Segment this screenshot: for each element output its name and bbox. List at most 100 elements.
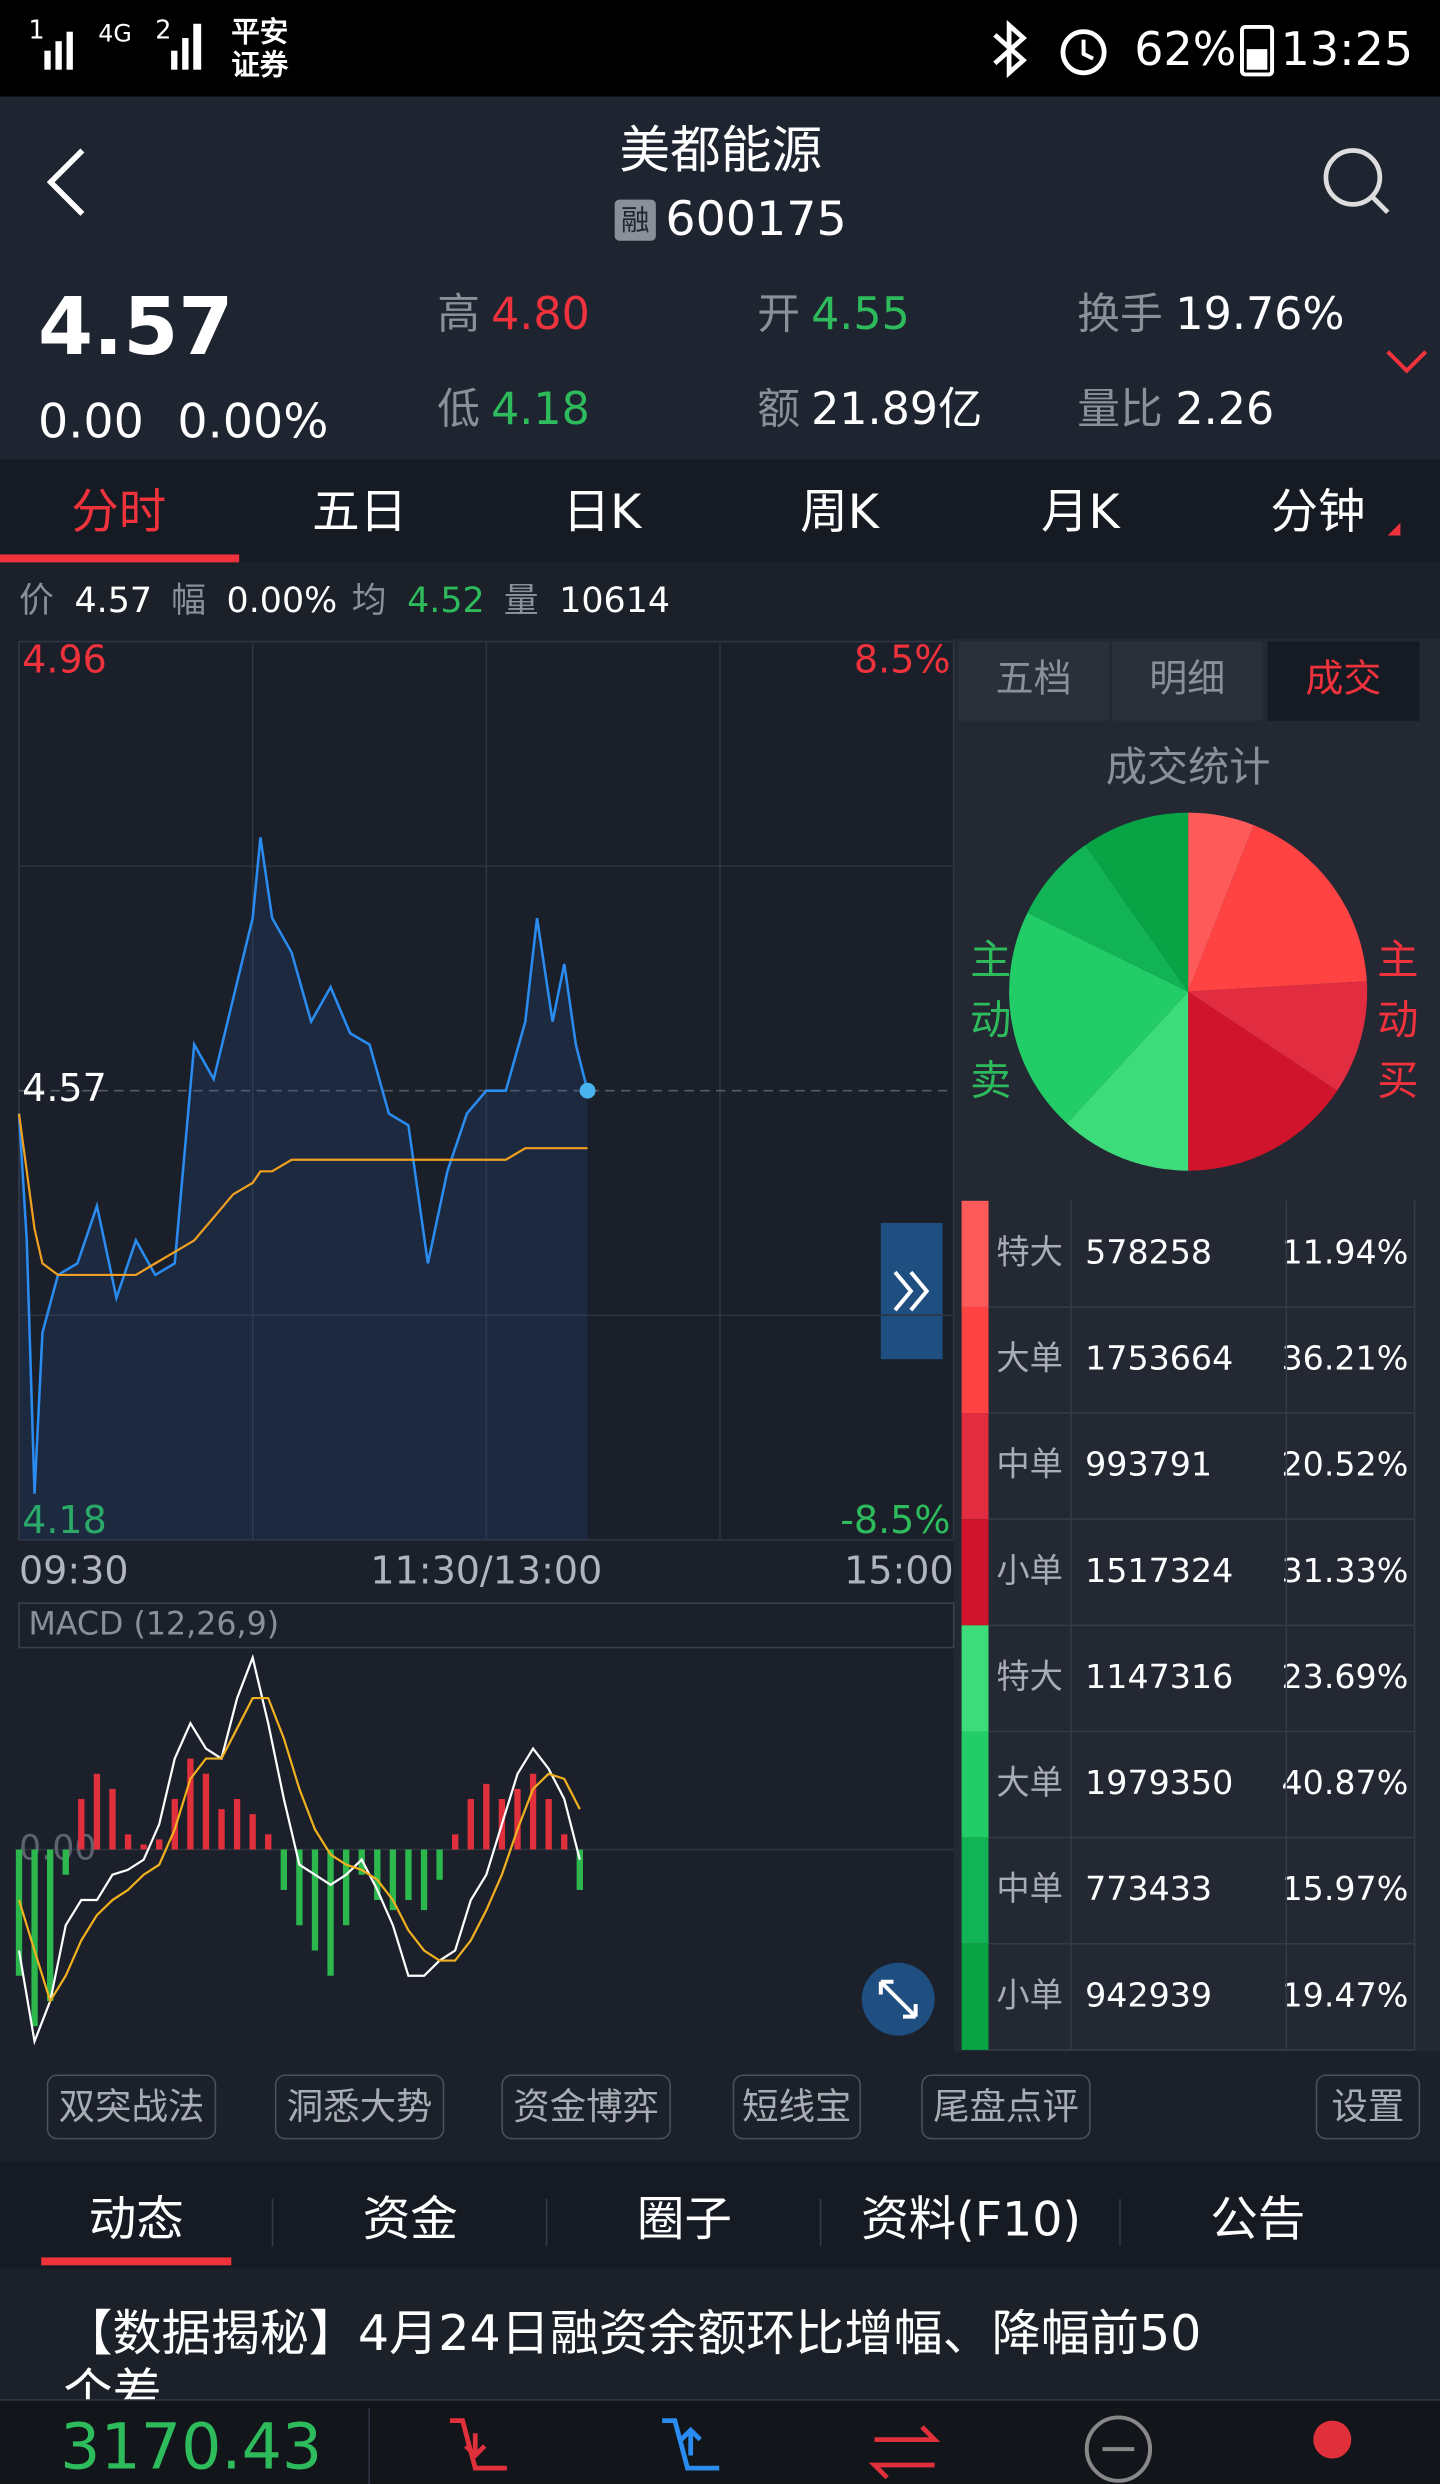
period-tab[interactable]: 分时 xyxy=(71,485,166,540)
bottom-tab[interactable]: 圈子 xyxy=(637,2193,732,2248)
macd-bar xyxy=(218,1809,225,1850)
macd-bar xyxy=(311,1849,319,1951)
sell-icon[interactable] xyxy=(662,2418,720,2471)
macd-bar xyxy=(280,1849,287,1890)
stock-name: 美都能源 xyxy=(619,121,822,180)
row-share: 36.21% xyxy=(1282,1339,1409,1378)
bottom-tab[interactable]: 动态 xyxy=(89,2193,184,2248)
macd-bar xyxy=(15,1849,23,1976)
bottom-tab[interactable]: 资料(F10) xyxy=(861,2193,1081,2248)
row-volume: 773433 xyxy=(1085,1869,1212,1908)
macd-bar xyxy=(576,1849,583,1890)
macd-bar xyxy=(420,1849,428,1911)
news-line[interactable]: 【数据揭秘】4月24日融资余额环比增幅、降幅前50 xyxy=(63,2304,1201,2362)
y2-tick-label: 8.5% xyxy=(854,638,951,682)
macd-bar xyxy=(296,1849,303,1926)
tool-button[interactable] xyxy=(501,2074,671,2140)
macd-bar xyxy=(342,1849,350,1926)
quote-field-value: 4.18 xyxy=(491,384,590,435)
pie-slice xyxy=(1009,912,1189,1124)
buy-glyph xyxy=(449,2418,507,2471)
info-value: 4.57 xyxy=(74,581,152,621)
signal-label: 2 xyxy=(155,15,171,45)
remove-circle xyxy=(1084,2415,1153,2483)
macd-bar xyxy=(202,1773,210,1850)
period-tab[interactable]: 月K xyxy=(1041,485,1122,540)
row-color-bar xyxy=(961,1837,989,1944)
macd-bar xyxy=(405,1849,412,1901)
bottom-tab[interactable]: 公告 xyxy=(1210,2193,1305,2248)
side-tab[interactable] xyxy=(1267,641,1420,721)
x-tick-label: 15:00 xyxy=(844,1549,954,1593)
quote-field-label: 额 xyxy=(757,384,800,434)
period-tabs-bg xyxy=(0,459,1440,563)
dea-line xyxy=(17,1696,581,2004)
row-volume: 1753664 xyxy=(1085,1339,1233,1378)
row-label: 小单 xyxy=(996,1975,1063,2014)
clock: 13:25 xyxy=(1281,22,1413,76)
period-tab[interactable]: 五日 xyxy=(312,485,407,540)
macd-bar xyxy=(124,1834,132,1850)
macd-bar xyxy=(140,1844,147,1850)
battery-percent: 62% xyxy=(1134,22,1236,76)
y-tick-label: 4.18 xyxy=(22,1498,107,1542)
row-label: 特大 xyxy=(996,1657,1063,1696)
period-tab[interactable]: 分钟 xyxy=(1271,485,1366,540)
period-tab[interactable]: 周K xyxy=(800,485,881,540)
tool-label: 设置 xyxy=(1332,2085,1405,2128)
period-tab[interactable]: 日K xyxy=(563,485,644,540)
remove-icon[interactable] xyxy=(1084,2415,1153,2483)
info-label: 均 xyxy=(352,581,387,621)
search-icon xyxy=(1323,148,1383,207)
tool-button[interactable] xyxy=(1315,2074,1421,2140)
tool-button[interactable] xyxy=(46,2074,217,2140)
last-price: 4.57 xyxy=(38,280,233,373)
quote-field-value: 21.89亿 xyxy=(811,384,982,435)
stock-code: 600175 xyxy=(665,192,846,247)
signal-bar xyxy=(66,31,73,70)
tool-button[interactable] xyxy=(274,2074,445,2140)
tool-button[interactable] xyxy=(732,2074,861,2140)
tool-label: 洞悉大势 xyxy=(287,2085,433,2128)
pie-slice xyxy=(1027,845,1189,992)
macd-legend-box xyxy=(18,1602,955,1649)
macd-bar xyxy=(265,1834,272,1850)
last-price-dot xyxy=(579,1082,596,1099)
row-share: 23.69% xyxy=(1282,1657,1409,1696)
quote-field-label: 换手 xyxy=(1077,289,1163,339)
price-line xyxy=(17,837,589,1494)
quote-field-value: 4.80 xyxy=(491,289,590,340)
status-bar xyxy=(0,0,1440,97)
x-tick-label: 09:30 xyxy=(19,1549,129,1593)
quote-field-label: 低 xyxy=(437,384,480,434)
y-tick-label: 4.96 xyxy=(22,638,107,682)
side-tab[interactable] xyxy=(1112,641,1263,721)
side-tab-label: 明细 xyxy=(1149,657,1225,701)
more-icon[interactable] xyxy=(1313,2420,1352,2459)
trade-icon[interactable] xyxy=(868,2425,941,2480)
info-label: 量 xyxy=(504,581,539,621)
buy-icon[interactable] xyxy=(449,2418,507,2471)
expand-chevron[interactable] xyxy=(1386,350,1428,374)
sell-label: 主动卖 xyxy=(963,938,1011,1119)
bottom-tab[interactable]: 资金 xyxy=(363,2193,458,2248)
buy-label: 主动买 xyxy=(1370,938,1418,1119)
tool-button[interactable] xyxy=(921,2074,1091,2140)
trade-glyph xyxy=(868,2425,941,2480)
back-button[interactable] xyxy=(46,148,85,216)
row-volume: 1517324 xyxy=(1085,1551,1233,1590)
row-label: 小单 xyxy=(996,1551,1063,1590)
collapse-arrows xyxy=(893,1270,930,1312)
tool-label: 尾盘点评 xyxy=(933,2085,1079,2128)
side-tab-label: 五档 xyxy=(996,657,1072,701)
search-button[interactable] xyxy=(1370,194,1390,214)
side-tab-label: 成交 xyxy=(1305,657,1381,701)
sell-glyph xyxy=(662,2418,720,2471)
side-tab[interactable] xyxy=(958,641,1109,721)
news-cover xyxy=(0,2400,1440,2484)
alarm-icon xyxy=(1060,29,1107,76)
info-row-bg xyxy=(0,562,1440,637)
tool-label: 短线宝 xyxy=(742,2085,851,2128)
y-tick-label: 0.00 xyxy=(19,1829,97,1869)
